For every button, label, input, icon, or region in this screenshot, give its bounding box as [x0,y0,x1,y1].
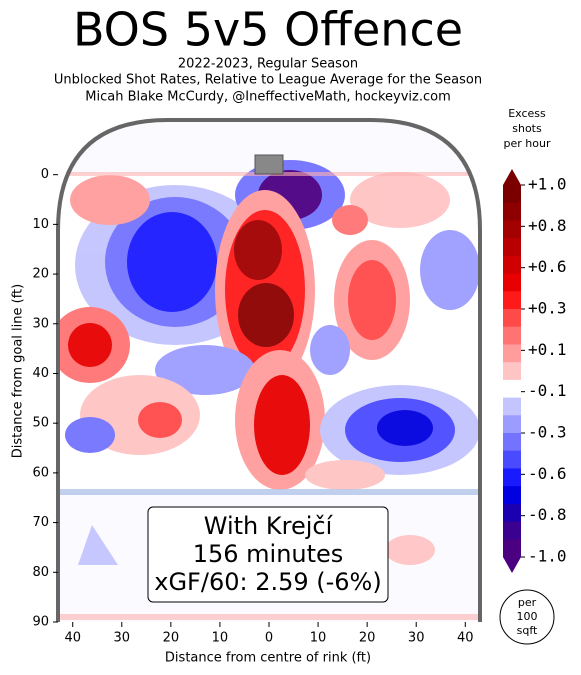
annotation: xGF/60: 2.59 (-6%) [154,568,381,596]
colorbar-band [503,202,521,221]
y-tick-label: 10 [32,217,49,232]
annotation: With Krejčí [204,512,334,540]
colorbar-band [503,521,521,540]
colorbar-tick-label: +0.1 [528,340,567,359]
colorbar-band [503,397,521,416]
subtitle: Unblocked Shot Rates, Relative to League… [54,73,482,88]
y-tick-label: 30 [32,316,49,331]
colorbar-band [503,379,521,399]
x-tick-label: 30 [408,631,425,646]
subtitle: 2022-2023, Regular Season [178,57,358,72]
colorbar-title: per hour [504,137,551,150]
colorbar-tick-label: +0.3 [528,299,567,318]
net [254,154,284,175]
heatmap [58,120,480,622]
colorbar-band [503,415,521,434]
x-tick-label: 10 [212,631,229,646]
colorbar-tick-label: -0.3 [528,423,567,442]
colorbar-band [503,344,521,363]
colorbar-tick-label: -0.6 [528,464,567,483]
colorbar-band [503,255,521,275]
colorbar-title: Excess [508,107,546,120]
colorbar-cap [503,557,521,573]
x-tick-label: 40 [64,631,81,646]
x-tick-label: 20 [163,631,180,646]
y-tick-label: 0 [41,167,49,182]
y-tick-label: 60 [32,465,49,480]
rink-boards [56,118,482,622]
colorbar-tick-label: -0.8 [528,505,567,524]
colorbar-band [503,273,521,292]
y-tick-label: 50 [32,416,49,431]
colorbar-band [503,433,521,452]
x-tick-label: 40 [457,631,474,646]
annotation: 156 minutes [193,540,344,568]
y-tick-label: 40 [32,366,49,381]
colorbar-tick-label: +1.0 [528,175,567,194]
y-axis-label: Distance from goal line (ft) [11,284,26,458]
colorbar-band [503,503,521,523]
annotation-box [147,506,389,603]
colorbar-band [503,468,521,487]
y-tick-label: 20 [32,267,49,282]
subtitle: Micah Blake McCurdy, @IneffectiveMath, h… [85,90,451,105]
y-tick-label: 70 [32,515,49,530]
badge [499,589,555,645]
x-tick-label: 0 [265,631,273,646]
badge-text: 100 [517,610,538,623]
y-tick-label: 80 [32,565,49,580]
colorbar-band [503,291,521,310]
colorbar-cap [503,169,521,185]
colorbar-band [503,309,521,328]
colorbar-band [503,220,521,239]
colorbar-title: shots [512,122,542,135]
colorbar-tick-label: +0.6 [528,257,567,276]
colorbar-band [503,362,521,381]
colorbar-band [503,486,521,505]
y-tick-label: 90 [32,615,49,630]
colorbar-band [503,539,521,558]
colorbar-tick-label: -0.1 [528,381,567,400]
badge-text: per [518,596,537,609]
x-axis-label: Distance from centre of rink (ft) [165,651,371,666]
x-tick-label: 30 [114,631,131,646]
colorbar-band [503,238,521,257]
x-tick-label: 20 [359,631,376,646]
chart-title: BOS 5v5 Offence [73,3,463,57]
colorbar-tick-label: -1.0 [528,547,567,566]
badge-text: sqft [517,624,538,637]
x-tick-label: 10 [310,631,327,646]
colorbar-band [503,185,521,204]
colorbar-band [503,450,521,469]
colorbar-band [503,326,521,345]
colorbar-tick-label: +0.8 [528,216,567,235]
